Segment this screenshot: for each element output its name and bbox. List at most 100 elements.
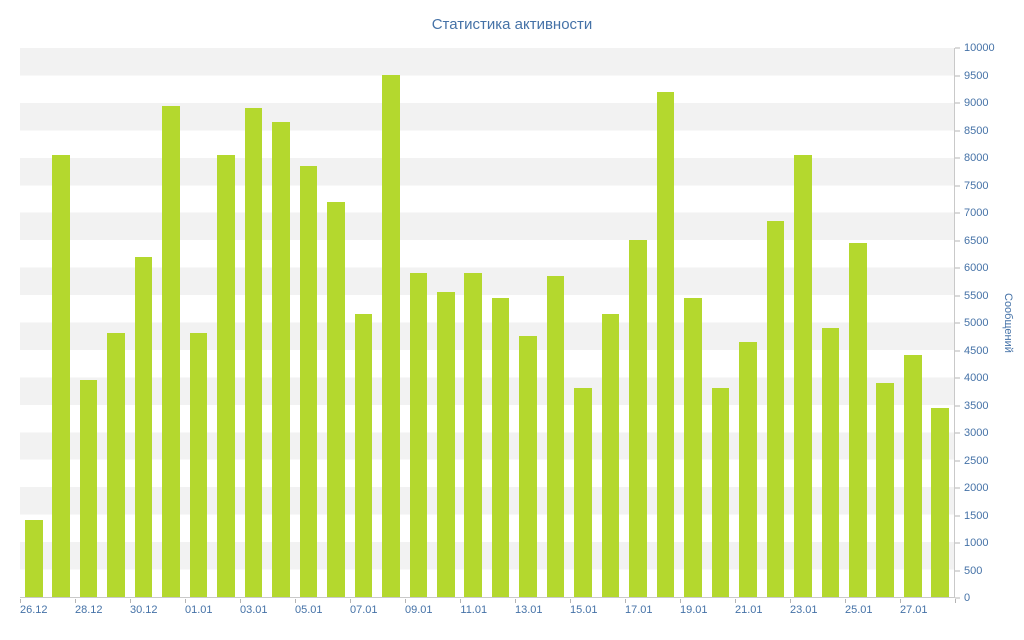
y-tick xyxy=(955,267,960,269)
bar-slot xyxy=(762,48,789,597)
y-tick-label: 4000 xyxy=(964,372,989,384)
y-tick-label: 7000 xyxy=(964,207,989,219)
plot-area xyxy=(20,48,955,598)
bar-18.01[interactable] xyxy=(656,91,675,597)
y-tick-label: 5000 xyxy=(964,317,989,329)
x-tick-label: 11.01 xyxy=(460,604,488,616)
bar-26.01[interactable] xyxy=(876,382,895,597)
y-tick xyxy=(955,542,960,544)
bar-23.01[interactable] xyxy=(794,155,812,597)
y-tick xyxy=(955,597,960,599)
bar-slot xyxy=(267,48,294,597)
bar-slot xyxy=(295,48,322,597)
bar-slot xyxy=(872,48,899,597)
x-tick xyxy=(20,599,21,603)
y-tick xyxy=(955,295,960,296)
bars-container xyxy=(20,48,954,597)
y-tick xyxy=(955,432,960,434)
y-tick-label: 2500 xyxy=(964,454,989,467)
bar-15.01[interactable] xyxy=(574,388,592,597)
x-tick-label: 30.12 xyxy=(129,604,158,616)
x-tick-label: 17.01 xyxy=(624,604,653,616)
bar-03.01[interactable] xyxy=(244,108,263,597)
x-tick xyxy=(295,599,296,603)
bar-11.01[interactable] xyxy=(464,273,483,597)
bar-12.01[interactable] xyxy=(491,297,510,597)
bar-13.01[interactable] xyxy=(519,336,537,597)
bar-29.12[interactable] xyxy=(107,333,125,597)
y-tick xyxy=(955,240,960,241)
y-tick-label: 1500 xyxy=(964,509,989,522)
y-tick xyxy=(955,102,960,104)
x-tick-label: 15.01 xyxy=(569,604,598,616)
x-tick xyxy=(75,599,76,603)
x-tick-label: 07.01 xyxy=(349,604,378,616)
bar-slot xyxy=(75,48,102,597)
bar-09.01[interactable] xyxy=(409,273,428,597)
bar-16.01[interactable] xyxy=(601,314,620,597)
bar-14.01[interactable] xyxy=(546,275,565,597)
bar-slot xyxy=(734,48,761,597)
x-tick-label: 28.12 xyxy=(74,604,103,616)
x-tick xyxy=(900,599,901,603)
bar-25.01[interactable] xyxy=(849,242,867,597)
x-tick xyxy=(570,599,571,603)
x-tick xyxy=(350,599,351,603)
bar-19.01[interactable] xyxy=(684,297,702,597)
bar-10.01[interactable] xyxy=(436,292,455,597)
y-tick xyxy=(955,460,960,461)
bar-17.01[interactable] xyxy=(629,240,647,597)
bar-slot xyxy=(460,48,487,597)
bar-05.01[interactable] xyxy=(299,166,318,597)
bar-21.01[interactable] xyxy=(739,341,757,597)
bar-slot xyxy=(20,48,47,597)
bar-26.12[interactable] xyxy=(24,520,43,597)
x-tick xyxy=(240,599,241,603)
x-axis: 26.12 28.12 30.12 01.01 03.01 05.01 07.01 09.01… xyxy=(20,599,956,621)
bar-20.01[interactable] xyxy=(711,388,730,597)
x-tick-label: 19.01 xyxy=(679,604,708,616)
chart-title: Статистика активности xyxy=(431,16,593,33)
y-tick-label: 4500 xyxy=(964,344,989,357)
bar-22.01[interactable] xyxy=(766,220,785,597)
y-tick xyxy=(955,47,960,49)
bar-slot xyxy=(240,48,267,597)
bar-06.01[interactable] xyxy=(327,201,345,597)
bar-slot xyxy=(487,48,514,597)
x-tick xyxy=(680,599,681,603)
x-tick xyxy=(624,599,626,603)
x-tick-label: 27.01 xyxy=(899,604,928,616)
bar-slot xyxy=(707,48,734,597)
y-tick xyxy=(955,487,960,489)
x-tick xyxy=(460,599,461,603)
bar-28.12[interactable] xyxy=(79,380,98,597)
y-tick xyxy=(955,570,960,571)
y-tick-label: 6000 xyxy=(964,262,989,274)
bar-slot xyxy=(212,48,239,597)
bar-07.01[interactable] xyxy=(354,314,373,597)
bar-27.12[interactable] xyxy=(52,155,70,597)
x-tick xyxy=(185,599,186,603)
bar-slot xyxy=(844,48,871,597)
bar-04.01[interactable] xyxy=(272,122,290,597)
bar-24.01[interactable] xyxy=(821,328,840,597)
bar-slot xyxy=(514,48,541,597)
bar-31.12[interactable] xyxy=(162,105,180,597)
y-tick xyxy=(955,350,960,351)
bar-02.01[interactable] xyxy=(217,155,235,597)
bar-28.01[interactable] xyxy=(931,407,949,597)
bar-27.01[interactable] xyxy=(903,355,922,597)
x-tick-label: 25.01 xyxy=(844,604,873,616)
bar-01.01[interactable] xyxy=(189,333,208,597)
x-tick-label: 23.01 xyxy=(789,604,818,616)
y-tick-label: 2000 xyxy=(964,482,989,494)
x-tick xyxy=(515,599,516,603)
y-tick xyxy=(955,130,960,131)
y-tick-label: 6500 xyxy=(964,234,989,247)
x-tick xyxy=(955,599,956,603)
bar-slot xyxy=(405,48,432,597)
bar-30.12[interactable] xyxy=(134,256,153,597)
x-tick-label: 01.01 xyxy=(184,604,213,616)
bar-slot xyxy=(817,48,844,597)
bar-08.01[interactable] xyxy=(382,75,400,597)
